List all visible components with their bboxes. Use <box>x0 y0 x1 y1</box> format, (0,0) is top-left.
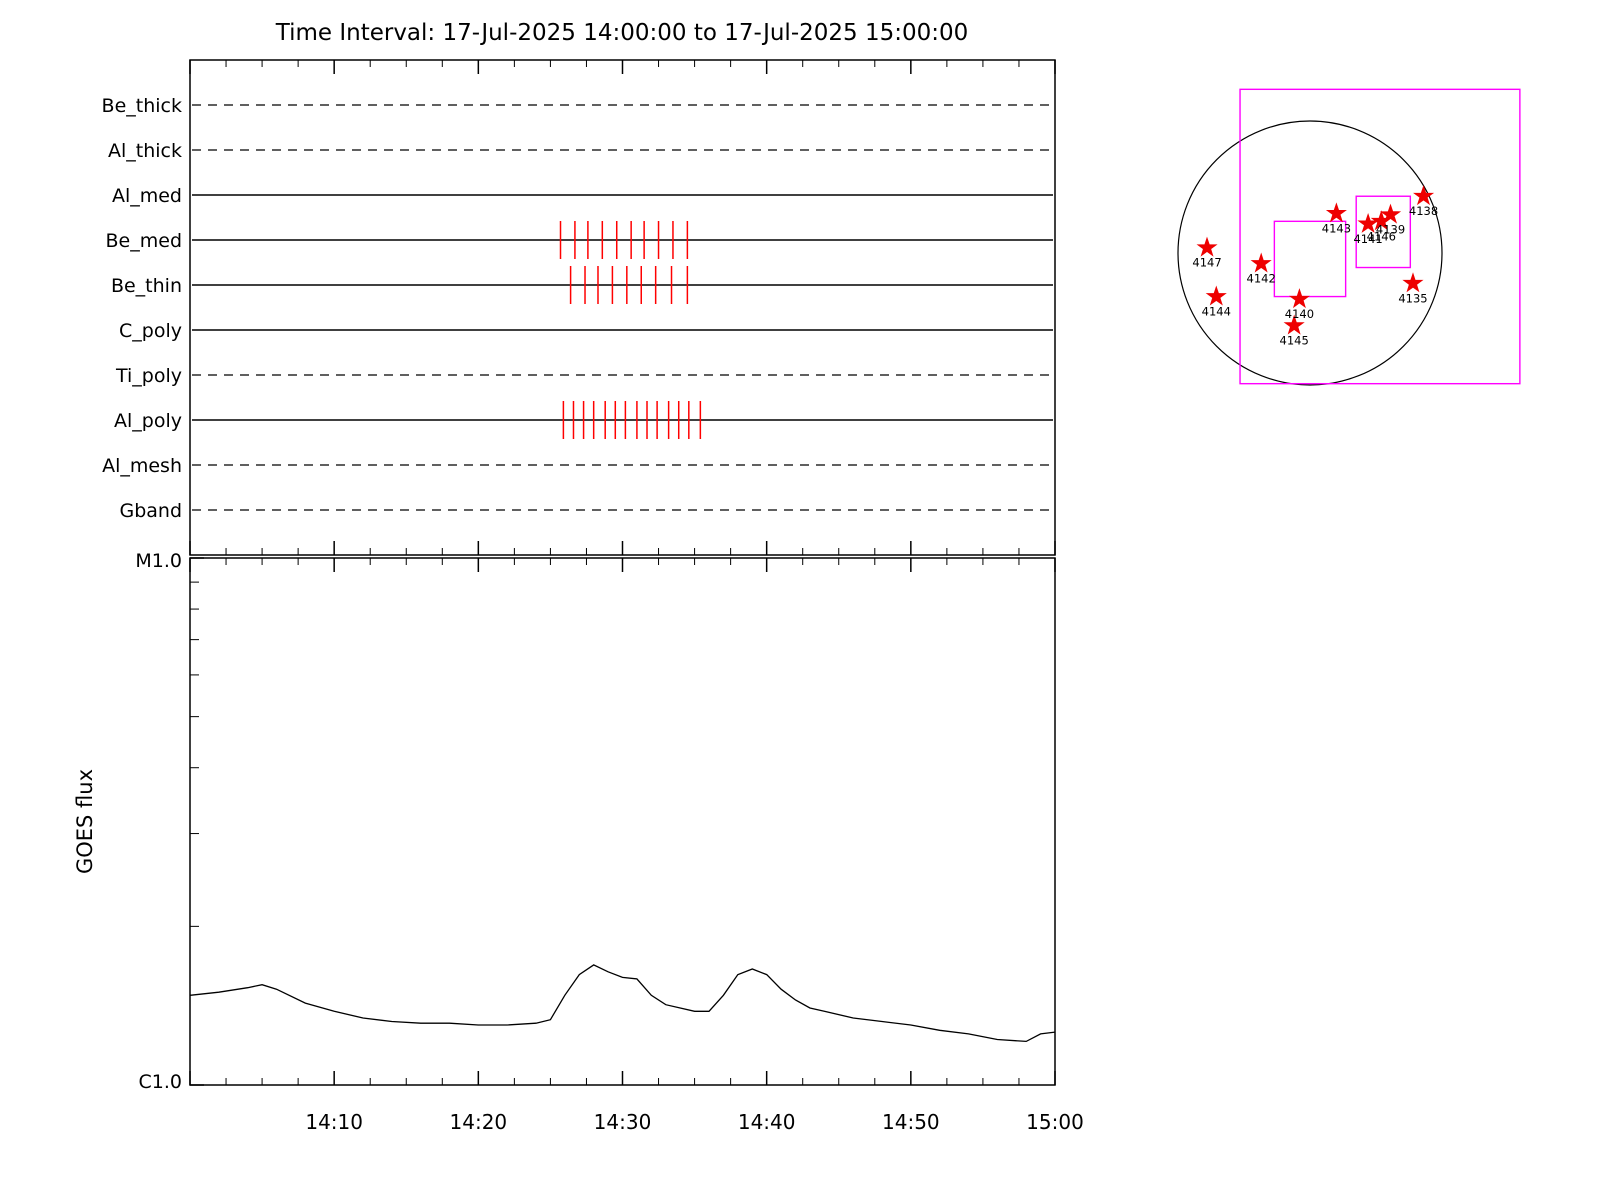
active-region-label: 4141 <box>1353 232 1382 246</box>
x-axis-tick-label: 14:30 <box>594 1110 652 1134</box>
active-region-label: 4142 <box>1247 272 1276 286</box>
goes-flux-curve <box>189 964 1056 1043</box>
filter-label: Be_thin <box>111 275 182 297</box>
active-region-label: 4146 <box>1367 229 1396 243</box>
active-region-label: 4144 <box>1202 305 1231 319</box>
y-axis-top-label: M1.0 <box>135 550 182 572</box>
y-axis-title: GOES flux <box>73 769 97 874</box>
panel-frame <box>189 557 1056 1086</box>
x-axis-tick-label: 14:10 <box>305 1110 363 1134</box>
active-region-label: 4145 <box>1280 334 1309 348</box>
x-axis-tick-label: 15:00 <box>1026 1110 1084 1134</box>
active-region-label: 4139 <box>1376 223 1405 237</box>
active-region-star <box>1288 288 1311 309</box>
active-region-label: 4138 <box>1409 204 1438 218</box>
goes-flux-panel: M1.0 C1.0 GOES flux 14:10 14:20 14:30 14:40 14:… <box>73 550 1084 1134</box>
active-region-star <box>1325 202 1347 223</box>
filter-label: Be_med <box>106 230 182 252</box>
active-region-star <box>1413 185 1435 206</box>
active-region-label: 4143 <box>1322 221 1351 235</box>
active-region-star <box>1402 272 1424 293</box>
active-region-label: 4135 <box>1398 291 1427 305</box>
active-region-label: 4140 <box>1285 307 1314 321</box>
filter-label: Gband <box>119 500 182 522</box>
active-region-star <box>1250 252 1272 273</box>
filter-label: C_poly <box>119 320 182 342</box>
filter-label: Al_med <box>112 185 182 207</box>
filter-label: Al_poly <box>114 410 182 432</box>
filter-label: Al_thick <box>108 140 182 162</box>
active-region-star <box>1205 285 1227 306</box>
x-axis-tick-label: 14:40 <box>738 1110 796 1134</box>
active-region-label: 4147 <box>1192 256 1221 270</box>
active-region-star <box>1357 212 1379 233</box>
fov-box <box>1239 88 1521 385</box>
fov-box <box>1355 195 1412 269</box>
fov-box <box>1273 220 1347 298</box>
active-region-star <box>1196 236 1218 257</box>
x-axis-tick-label: 14:50 <box>882 1110 940 1134</box>
filter-label: Be_thick <box>102 95 182 117</box>
solar-limb <box>1177 120 1443 386</box>
x-axis-tick-label: 14:20 <box>450 1110 508 1134</box>
chart-title: Time Interval: 17-Jul-2025 14:00:00 to 1… <box>275 20 969 46</box>
panel-frame <box>189 59 1056 556</box>
active-region-star <box>1380 203 1402 224</box>
filter-timeline-panel: Be_thick Al_thick Al_med Be_med Be_thin C_pol… <box>102 59 1056 556</box>
filter-label: Ti_poly <box>115 365 182 387</box>
filter-label: Al_mesh <box>102 455 182 477</box>
y-axis-bottom-label: C1.0 <box>139 1071 182 1093</box>
active-region-star <box>1283 314 1305 335</box>
